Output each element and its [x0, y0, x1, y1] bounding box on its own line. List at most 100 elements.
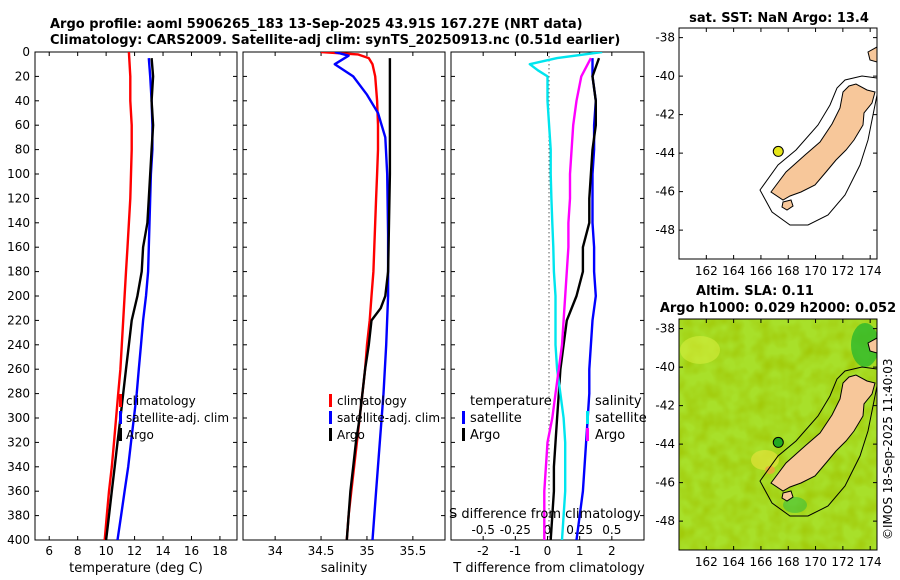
- map-x-tick-label: 162: [695, 555, 718, 569]
- sla-map-frame: [678, 318, 878, 551]
- legend-swatch-t-argo: [462, 428, 465, 441]
- depth-axis: 0 20 40 60 80 100 120 140 160 180 200 220 240 260 280 3…: [7, 45, 30, 547]
- legend-swatch-argo: [119, 428, 122, 441]
- depth-tick-label: 340: [7, 460, 30, 474]
- series-line-satellite-adj-clim: [333, 52, 390, 540]
- s-tick-label: 0.25: [566, 523, 593, 537]
- legend-s-argo: Argo: [595, 428, 625, 443]
- t-difference-xlabel: T difference from climatology: [452, 561, 645, 576]
- salinity-axes-box: [242, 51, 446, 541]
- map-y-tick-label: -42: [655, 399, 675, 413]
- map-x-tick-label: 164: [722, 555, 745, 569]
- x-tick-label: 10: [98, 544, 113, 558]
- sla-map-ticks: 162 164 166 168 170 172 174 -38 -40 -42 -44 -46 -48: [655, 319, 882, 569]
- map-y-tick-label: -40: [655, 69, 675, 83]
- s-tick-label: -0.25: [500, 523, 531, 537]
- stewart-island: [781, 199, 794, 211]
- depth-tick-label: 180: [7, 265, 30, 279]
- difference-panel: -2 -1 0 1 2 -0.5 -0.25 0 0.25 0.5 T difference fr…: [449, 51, 647, 576]
- temperature-legend: climatology satellite-adj. clim Argo: [119, 394, 229, 442]
- series-line-s-satellite: [528, 52, 603, 540]
- map-x-tick-label: 164: [722, 264, 745, 278]
- temperature-xlabel: temperature (deg C): [69, 561, 203, 576]
- depth-tick-label: 100: [7, 167, 30, 181]
- map-x-tick-label: 170: [804, 264, 827, 278]
- map-x-tick-label: 174: [859, 555, 882, 569]
- south-island: [770, 374, 876, 492]
- legend-satellite: satellite-adj. clim: [126, 411, 229, 425]
- difference-legend-right: salinity satellite Argo: [586, 394, 647, 443]
- sla-map-title: Altim. SLA: 0.11: [696, 284, 814, 299]
- difference-x-ticks: -2 -1 0 1 2 -0.5 -0.25 0 0.25 0.5: [451, 51, 644, 558]
- legend-temperature: temperature: [470, 394, 552, 409]
- legend-swatch-satellite: [329, 411, 332, 424]
- s-tick-label: 0: [544, 523, 552, 537]
- depth-tick-label: 160: [7, 240, 30, 254]
- sla-map-field: [679, 319, 877, 550]
- sst-map-frame: [678, 27, 878, 260]
- difference-series: [528, 52, 603, 540]
- depth-tick-label: 260: [7, 362, 30, 376]
- x-tick-label: 8: [74, 544, 82, 558]
- map-y-tick-label: -46: [655, 185, 675, 199]
- depth-tick-label: 120: [7, 191, 30, 205]
- legend-argo: Argo: [126, 428, 154, 442]
- s-tick-label: -0.5: [471, 523, 494, 537]
- depth-tick-label: 0: [22, 45, 30, 59]
- map-y-tick-label: -38: [655, 31, 675, 45]
- difference-legend-left: temperature satellite Argo: [462, 394, 552, 443]
- salinity-series: [320, 52, 392, 540]
- series-line-s-argo: [543, 57, 592, 540]
- map-y-tick-label: -42: [655, 108, 675, 122]
- legend-climatology: climatology: [126, 394, 196, 408]
- depth-tick-label: 80: [15, 143, 30, 157]
- map-y-tick-label: -38: [655, 322, 675, 336]
- legend-swatch-s-satellite: [586, 411, 589, 424]
- map-y-tick-label: -44: [655, 146, 675, 160]
- depth-tick-label: 60: [15, 118, 30, 132]
- map-y-tick-label: -46: [655, 476, 675, 490]
- legend-swatch-argo: [329, 428, 332, 441]
- map-y-tick-label: -48: [655, 223, 675, 237]
- sla-patch: [680, 336, 720, 364]
- depth-tick-label: 40: [15, 94, 30, 108]
- legend-t-argo: Argo: [470, 428, 500, 443]
- legend-swatch-climatology: [119, 394, 122, 407]
- legend-satellite: satellite-adj. clim: [337, 411, 440, 425]
- salinity-x-ticks: 34 34.5 35 35.5: [243, 51, 445, 558]
- legend-swatch-satellite: [119, 411, 122, 424]
- x-tick-label: -2: [477, 544, 489, 558]
- salinity-xlabel: salinity: [321, 561, 368, 576]
- depth-tick-label: 400: [7, 533, 30, 547]
- depth-tick-label: 20: [15, 69, 30, 83]
- series-line-argo: [104, 58, 155, 540]
- x-tick-label: 34.5: [308, 544, 335, 558]
- sst-map-ticks: 162 164 166 168 170 172 174 -38 -40 -42 -44 -46 -48: [655, 28, 882, 278]
- map-x-tick-label: 172: [831, 555, 854, 569]
- x-tick-label: 35.5: [400, 544, 427, 558]
- map-y-tick-label: -40: [655, 360, 675, 374]
- legend-t-satellite: satellite: [470, 411, 522, 426]
- sst-map-title: sat. SST: NaN Argo: 13.4: [689, 11, 869, 26]
- x-tick-label: 1: [576, 544, 584, 558]
- x-tick-label: 18: [212, 544, 227, 558]
- difference-axes-box: [450, 51, 645, 541]
- temperature-x-ticks: 6 8 10 12 14 16 18: [35, 51, 237, 558]
- legend-climatology: climatology: [337, 394, 407, 408]
- header-line-1: Argo profile: aoml 5906265_183 13-Sep-20…: [50, 17, 583, 32]
- x-tick-label: 2: [608, 544, 616, 558]
- stewart-island: [781, 490, 794, 502]
- depth-tick-label: 220: [7, 313, 30, 327]
- x-tick-label: 0: [544, 544, 552, 558]
- x-tick-label: 35: [359, 544, 374, 558]
- header-line-2: Climatology: CARS2009. Satellite-adj cli…: [50, 33, 620, 48]
- s-difference-xlabel: S difference from climatology: [449, 507, 641, 522]
- x-tick-label: 6: [45, 544, 53, 558]
- map-x-tick-label: 166: [749, 555, 772, 569]
- x-tick-label: 12: [127, 544, 142, 558]
- credit-text: ©IMOS 18-Sep-2025 11:40:03: [881, 358, 895, 540]
- legend-swatch-climatology: [329, 394, 332, 407]
- sst-map-panel: sat. SST: NaN Argo: 13.4 162 164 166 168 170…: [655, 11, 881, 278]
- legend-swatch-t-satellite: [462, 411, 465, 424]
